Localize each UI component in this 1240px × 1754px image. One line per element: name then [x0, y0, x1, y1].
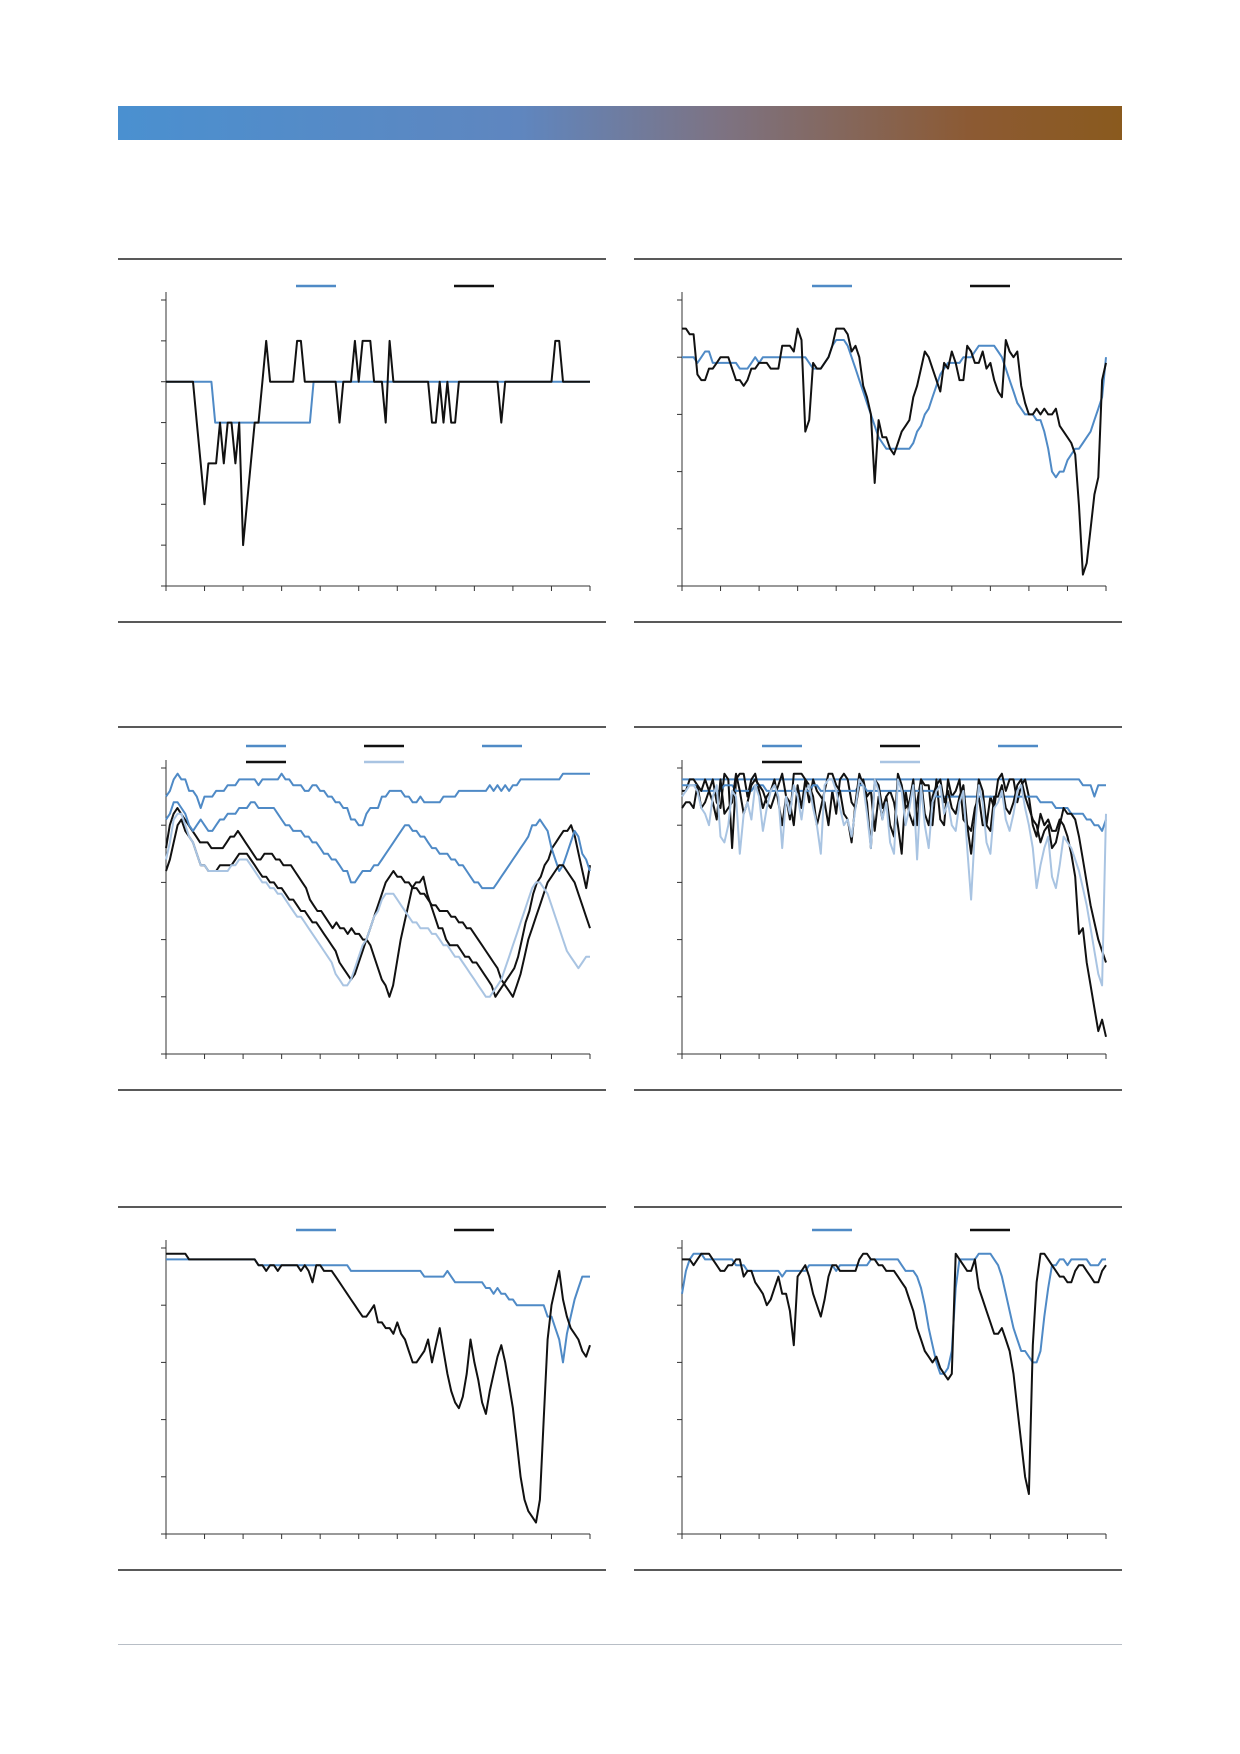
- series-line-5: [681, 778, 1107, 987]
- chart-svg: [634, 1206, 1122, 1571]
- chart-panel-3: [118, 726, 606, 1092]
- series-line-2: [682, 1252, 1107, 1495]
- chart-svg: [118, 726, 606, 1091]
- series-line-2: [165, 807, 591, 998]
- series-line-2: [682, 327, 1107, 576]
- chart-panel-1: [118, 258, 606, 624]
- chart-panel-6: [634, 1206, 1122, 1572]
- chart-panel-5: [118, 1206, 606, 1572]
- series-line-1: [166, 380, 590, 424]
- series-line-5: [165, 812, 590, 998]
- chart-svg: [634, 258, 1122, 623]
- chart-svg: [118, 1206, 606, 1571]
- series-line-1: [165, 772, 590, 827]
- series-line-1: [682, 778, 1106, 798]
- series-line-3: [165, 801, 591, 890]
- chart-svg: [634, 726, 1122, 1091]
- series-line-1: [681, 1252, 1106, 1375]
- chart-svg: [118, 258, 606, 623]
- chart-panel-2: [634, 258, 1122, 624]
- footer-rule: [118, 1644, 1122, 1645]
- series-line-1: [682, 339, 1107, 479]
- header-gradient-band: [118, 106, 1122, 140]
- series-line-1: [166, 1258, 590, 1364]
- series-line-3: [682, 784, 1107, 832]
- series-line-2: [682, 772, 1107, 1038]
- chart-panel-4: [634, 726, 1122, 1092]
- series-line-2: [166, 1252, 591, 1524]
- series-line-4: [165, 818, 591, 998]
- series-line-2: [166, 339, 590, 547]
